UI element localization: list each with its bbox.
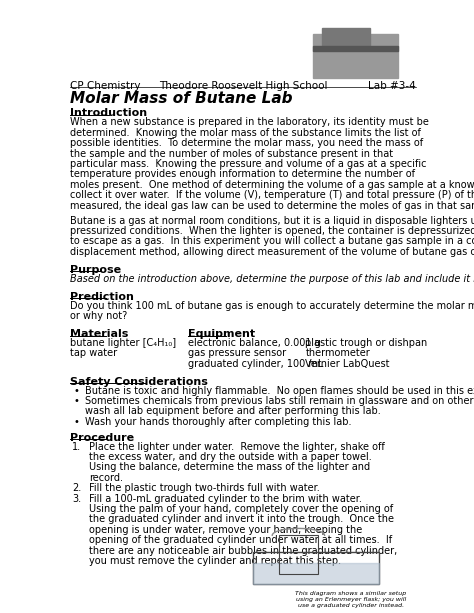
Text: opening is under water, remove your hand, keeping the: opening is under water, remove your hand… <box>90 525 363 535</box>
Text: the graduated cylinder and invert it into the trough.  Once the: the graduated cylinder and invert it int… <box>90 514 394 524</box>
Text: Prediction: Prediction <box>70 292 134 302</box>
Text: Do you think 100 mL of butane gas is enough to accurately determine the molar ma: Do you think 100 mL of butane gas is eno… <box>70 300 474 311</box>
Text: wash all lab equipment before and after performing this lab.: wash all lab equipment before and after … <box>85 406 381 416</box>
Text: Materials: Materials <box>70 329 128 339</box>
Text: Molar Mass of Butane Lab: Molar Mass of Butane Lab <box>70 91 293 105</box>
Bar <box>322 28 370 48</box>
Text: measured, the ideal gas law can be used to determine the moles of gas in that sa: measured, the ideal gas law can be used … <box>70 200 474 210</box>
Bar <box>279 535 318 574</box>
Text: Sometimes chemicals from previous labs still remain in glassware and on other la: Sometimes chemicals from previous labs s… <box>85 396 474 406</box>
Text: •: • <box>74 417 80 427</box>
Text: there are any noticeable air bubbles in the graduated cylinder,: there are any noticeable air bubbles in … <box>90 546 398 555</box>
Text: to escape as a gas.  In this experiment you will collect a butane gas sample in : to escape as a gas. In this experiment y… <box>70 237 474 246</box>
Text: the sample and the number of moles of substance present in that: the sample and the number of moles of su… <box>70 148 393 159</box>
Text: Wash your hands thoroughly after completing this lab.: Wash your hands thoroughly after complet… <box>85 417 351 427</box>
Text: electronic balance, 0.001 g: electronic balance, 0.001 g <box>188 338 320 348</box>
Text: Purpose: Purpose <box>70 265 121 275</box>
Text: Based on the introduction above, determine the purpose of this lab and include i: Based on the introduction above, determi… <box>70 273 474 284</box>
Text: Procedure: Procedure <box>70 433 135 443</box>
Text: butane lighter [C₄H₁₀]: butane lighter [C₄H₁₀] <box>70 338 176 348</box>
Bar <box>253 563 379 584</box>
Text: or why not?: or why not? <box>70 311 128 321</box>
Text: plastic trough or dishpan: plastic trough or dishpan <box>305 338 428 348</box>
Text: 2.: 2. <box>72 483 82 493</box>
Text: pressurized conditions.  When the lighter is opened, the container is depressuri: pressurized conditions. When the lighter… <box>70 226 474 236</box>
Text: moles present.  One method of determining the volume of a gas sample at a known : moles present. One method of determining… <box>70 180 474 190</box>
Text: record.: record. <box>90 473 123 483</box>
Text: opening of the graduated cylinder under water at all times.  If: opening of the graduated cylinder under … <box>90 535 392 545</box>
Text: you must remove the cylinder and repeat this step.: you must remove the cylinder and repeat … <box>90 556 341 566</box>
Text: When a new substance is prepared in the laboratory, its identity must be: When a new substance is prepared in the … <box>70 118 429 128</box>
Text: temperature provides enough information to determine the number of: temperature provides enough information … <box>70 169 415 180</box>
Text: Theodore Roosevelt High School: Theodore Roosevelt High School <box>159 81 327 91</box>
Text: •: • <box>74 386 80 395</box>
Text: Safety Considerations: Safety Considerations <box>70 376 208 387</box>
Text: 3.: 3. <box>72 493 81 504</box>
Text: Fill a 100-mL graduated cylinder to the brim with water.: Fill a 100-mL graduated cylinder to the … <box>90 493 362 504</box>
Bar <box>313 46 398 51</box>
Text: •: • <box>74 396 80 406</box>
Text: Lab #3-4: Lab #3-4 <box>368 81 416 91</box>
Text: the excess water, and dry the outside with a paper towel.: the excess water, and dry the outside wi… <box>90 452 372 462</box>
Text: thermometer: thermometer <box>305 348 370 358</box>
Text: Butane is a gas at normal room conditions, but it is a liquid in disposable ligh: Butane is a gas at normal room condition… <box>70 216 474 226</box>
Text: possible identities.  To determine the molar mass, you need the mass of: possible identities. To determine the mo… <box>70 138 423 148</box>
Text: Vernier LabQuest: Vernier LabQuest <box>305 359 390 368</box>
Bar <box>253 552 379 584</box>
Text: gas pressure sensor: gas pressure sensor <box>188 348 286 358</box>
Text: graduated cylinder, 100 mL: graduated cylinder, 100 mL <box>188 359 323 368</box>
Text: Equipment: Equipment <box>188 329 255 339</box>
Text: collect it over water.  If the volume (V), temperature (T) and total pressure (P: collect it over water. If the volume (V)… <box>70 190 474 200</box>
Text: Using the palm of your hand, completely cover the opening of: Using the palm of your hand, completely … <box>90 504 393 514</box>
Bar <box>313 34 398 78</box>
Text: particular mass.  Knowing the pressure and volume of a gas at a specific: particular mass. Knowing the pressure an… <box>70 159 427 169</box>
Text: This diagram shows a similar setup
using an Erlenmeyer flask; you will
use a gra: This diagram shows a similar setup using… <box>295 591 406 609</box>
Text: Using the balance, determine the mass of the lighter and: Using the balance, determine the mass of… <box>90 462 371 473</box>
Text: determined.  Knowing the molar mass of the substance limits the list of: determined. Knowing the molar mass of th… <box>70 128 421 138</box>
Text: Place the lighter under water.  Remove the lighter, shake off: Place the lighter under water. Remove th… <box>90 442 385 452</box>
Text: displacement method, allowing direct measurement of the volume of butane gas col: displacement method, allowing direct mea… <box>70 247 474 257</box>
Text: Butane is toxic and highly flammable.  No open flames should be used in this exp: Butane is toxic and highly flammable. No… <box>85 386 474 395</box>
Text: Fill the plastic trough two-thirds full with water.: Fill the plastic trough two-thirds full … <box>90 483 320 493</box>
Text: tap water: tap water <box>70 348 118 358</box>
Text: CP Chemistry: CP Chemistry <box>70 81 141 91</box>
Text: Introduction: Introduction <box>70 109 147 118</box>
Text: 1.: 1. <box>72 442 81 452</box>
